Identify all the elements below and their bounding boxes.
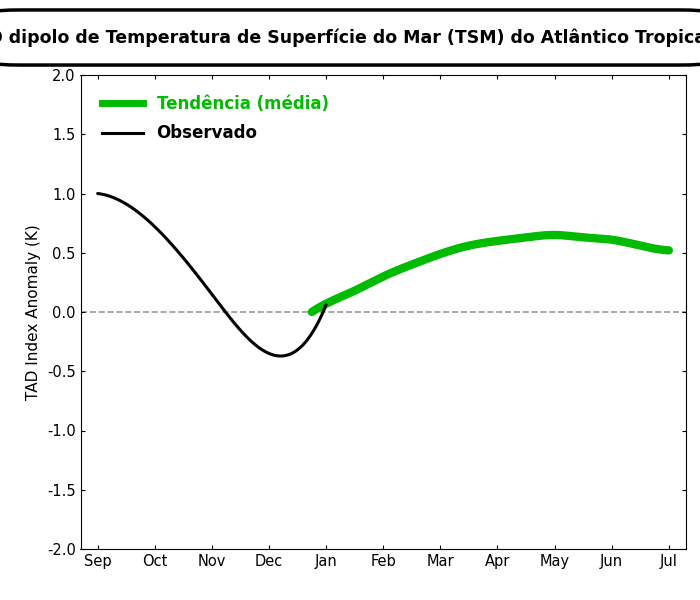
Text: O dipolo de Temperatura de Superfície do Mar (TSM) do Atlântico Tropical: O dipolo de Temperatura de Superfície do… — [0, 28, 700, 47]
Polygon shape — [541, 487, 556, 491]
Legend: Tendência (média), Observado: Tendência (média), Observado — [95, 88, 335, 149]
FancyBboxPatch shape — [0, 10, 700, 65]
Polygon shape — [571, 487, 585, 491]
Text: LAPIS: LAPIS — [547, 521, 590, 533]
Y-axis label: TAD Index Anomaly (K): TAD Index Anomaly (K) — [26, 224, 41, 400]
FancyBboxPatch shape — [556, 484, 571, 494]
